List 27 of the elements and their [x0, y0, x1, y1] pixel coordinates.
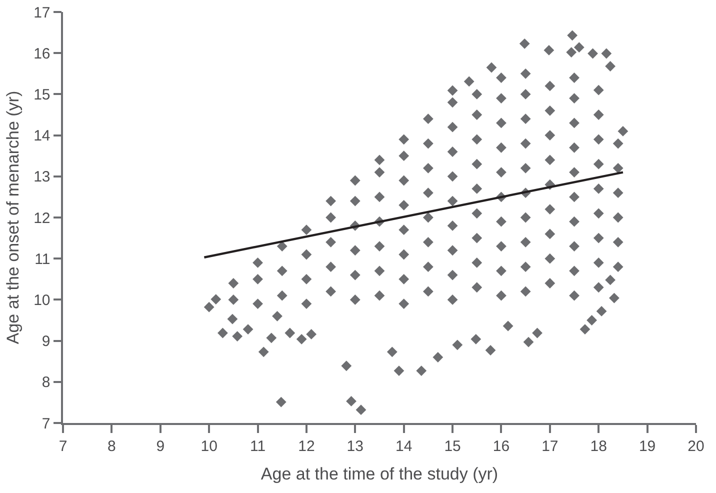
- x-axis-title: Age at the time of the study (yr): [260, 464, 498, 484]
- x-tick-label: 13: [346, 438, 364, 455]
- y-tick-label: 9: [42, 333, 50, 350]
- y-axis-title: Age at the onset of menarche (yr): [4, 90, 23, 344]
- x-tick-label: 19: [638, 438, 656, 455]
- x-tick-label: 14: [396, 438, 412, 455]
- y-tick-label: 8: [42, 374, 50, 392]
- x-tick-label: 18: [590, 438, 607, 455]
- x-tick-label: 10: [200, 438, 218, 455]
- x-tick-label: 9: [156, 438, 165, 455]
- y-tick-label: 16: [34, 45, 50, 62]
- x-tick-label: 20: [688, 438, 704, 455]
- x-tick-label: 7: [58, 438, 68, 455]
- x-tick-label: 16: [492, 438, 510, 455]
- y-tick-label: 15: [34, 86, 50, 104]
- y-tick-label: 12: [34, 210, 50, 227]
- x-tick-label: 17: [542, 438, 558, 455]
- x-tick-label: 15: [444, 438, 461, 455]
- x-tick-label: 11: [250, 438, 266, 455]
- y-tick-label: 11: [34, 250, 50, 268]
- y-tick-label: 13: [34, 168, 50, 186]
- y-tick-label: 17: [34, 4, 50, 22]
- x-tick-label: 8: [108, 438, 116, 455]
- y-tick-label: 7: [42, 415, 50, 432]
- y-tick-label: 10: [34, 292, 50, 309]
- y-tick-label: 14: [34, 128, 50, 145]
- x-tick-label: 12: [298, 438, 315, 455]
